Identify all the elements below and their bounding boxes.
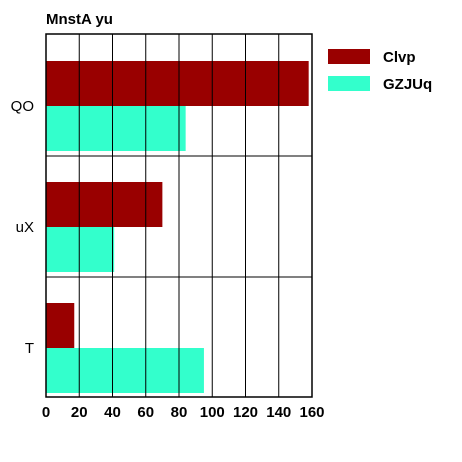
bar-GZJUq-QO [46, 106, 186, 151]
legend-label-GZJUq: GZJUq [383, 76, 432, 93]
legend: Clvp GZJUq [328, 49, 432, 93]
bar-GZJUq-uX [46, 227, 115, 272]
x-tick-label: 60 [137, 404, 154, 421]
x-tick-label: 40 [104, 404, 121, 421]
bar-Clvp-T [46, 303, 75, 348]
chart-title: MnstA yu [46, 11, 113, 28]
x-tick-label: 20 [71, 404, 88, 421]
x-tick-label: 80 [171, 404, 188, 421]
category-label: T [25, 340, 34, 357]
bars [46, 61, 309, 393]
bar-GZJUq-T [46, 348, 204, 393]
x-tick-label: 100 [200, 404, 225, 421]
x-tick-label: 120 [233, 404, 258, 421]
bar-Clvp-uX [46, 182, 163, 227]
axes: QO uX T 0 20 40 60 80 100 120 140 160 [11, 33, 325, 421]
category-label: uX [16, 219, 34, 236]
plot-frame [45, 33, 313, 398]
legend-swatch-Clvp [328, 49, 370, 64]
x-tick-label: 140 [266, 404, 291, 421]
category-label: QO [11, 98, 34, 115]
legend-swatch-GZJUq [328, 76, 370, 91]
legend-label-Clvp: Clvp [383, 49, 416, 66]
bar-Clvp-QO [46, 61, 309, 106]
x-tick-label: 160 [299, 404, 324, 421]
x-tick-label: 0 [42, 404, 50, 421]
